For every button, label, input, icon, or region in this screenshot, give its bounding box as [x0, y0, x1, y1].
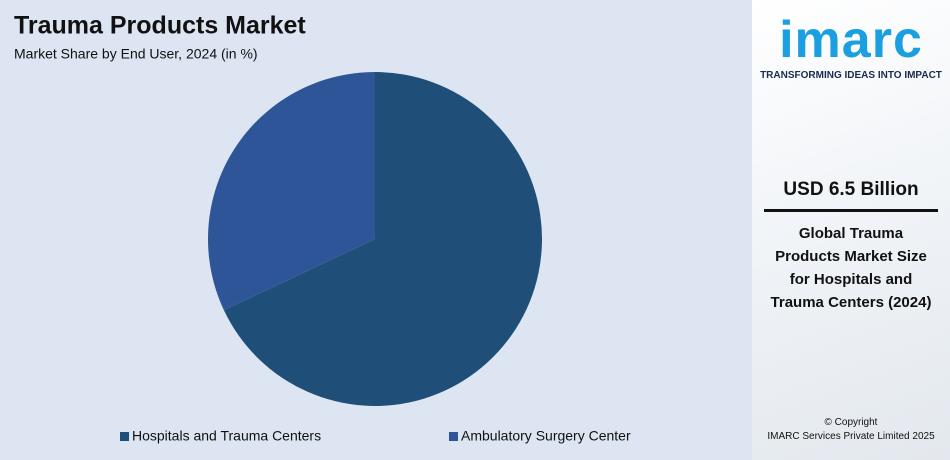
owner-text: IMARC Services Private Limited 2025: [767, 431, 935, 442]
copyright: © Copyright IMARC Services Private Limite…: [752, 416, 950, 444]
legend-swatch: [120, 432, 129, 441]
description: Global Trauma Products Market Size for H…: [770, 225, 932, 311]
copyright-text: © Copyright: [824, 417, 878, 428]
logo: imarc: [779, 11, 923, 69]
chart: Trauma Products Market Market Share by E…: [14, 12, 631, 444]
tagline: TRANSFORMING IDEAS INTO IMPACT: [760, 70, 942, 81]
legend-label: Ambulatory Surgery Center: [461, 428, 631, 444]
divider: [764, 209, 938, 212]
chart-subtitle: Market Share by End User, 2024 (in %): [14, 46, 258, 62]
legend-swatch: [449, 432, 458, 441]
legend-label: Hospitals and Trauma Centers: [132, 428, 321, 444]
headline: USD 6.5 Billion: [783, 179, 919, 200]
pie-slice: [223, 72, 543, 407]
sidebar: imarc TRANSFORMING IDEAS INTO IMPACT USD…: [752, 0, 950, 460]
chart-title: Trauma Products Market: [14, 12, 306, 40]
pie-slice: [207, 72, 375, 311]
